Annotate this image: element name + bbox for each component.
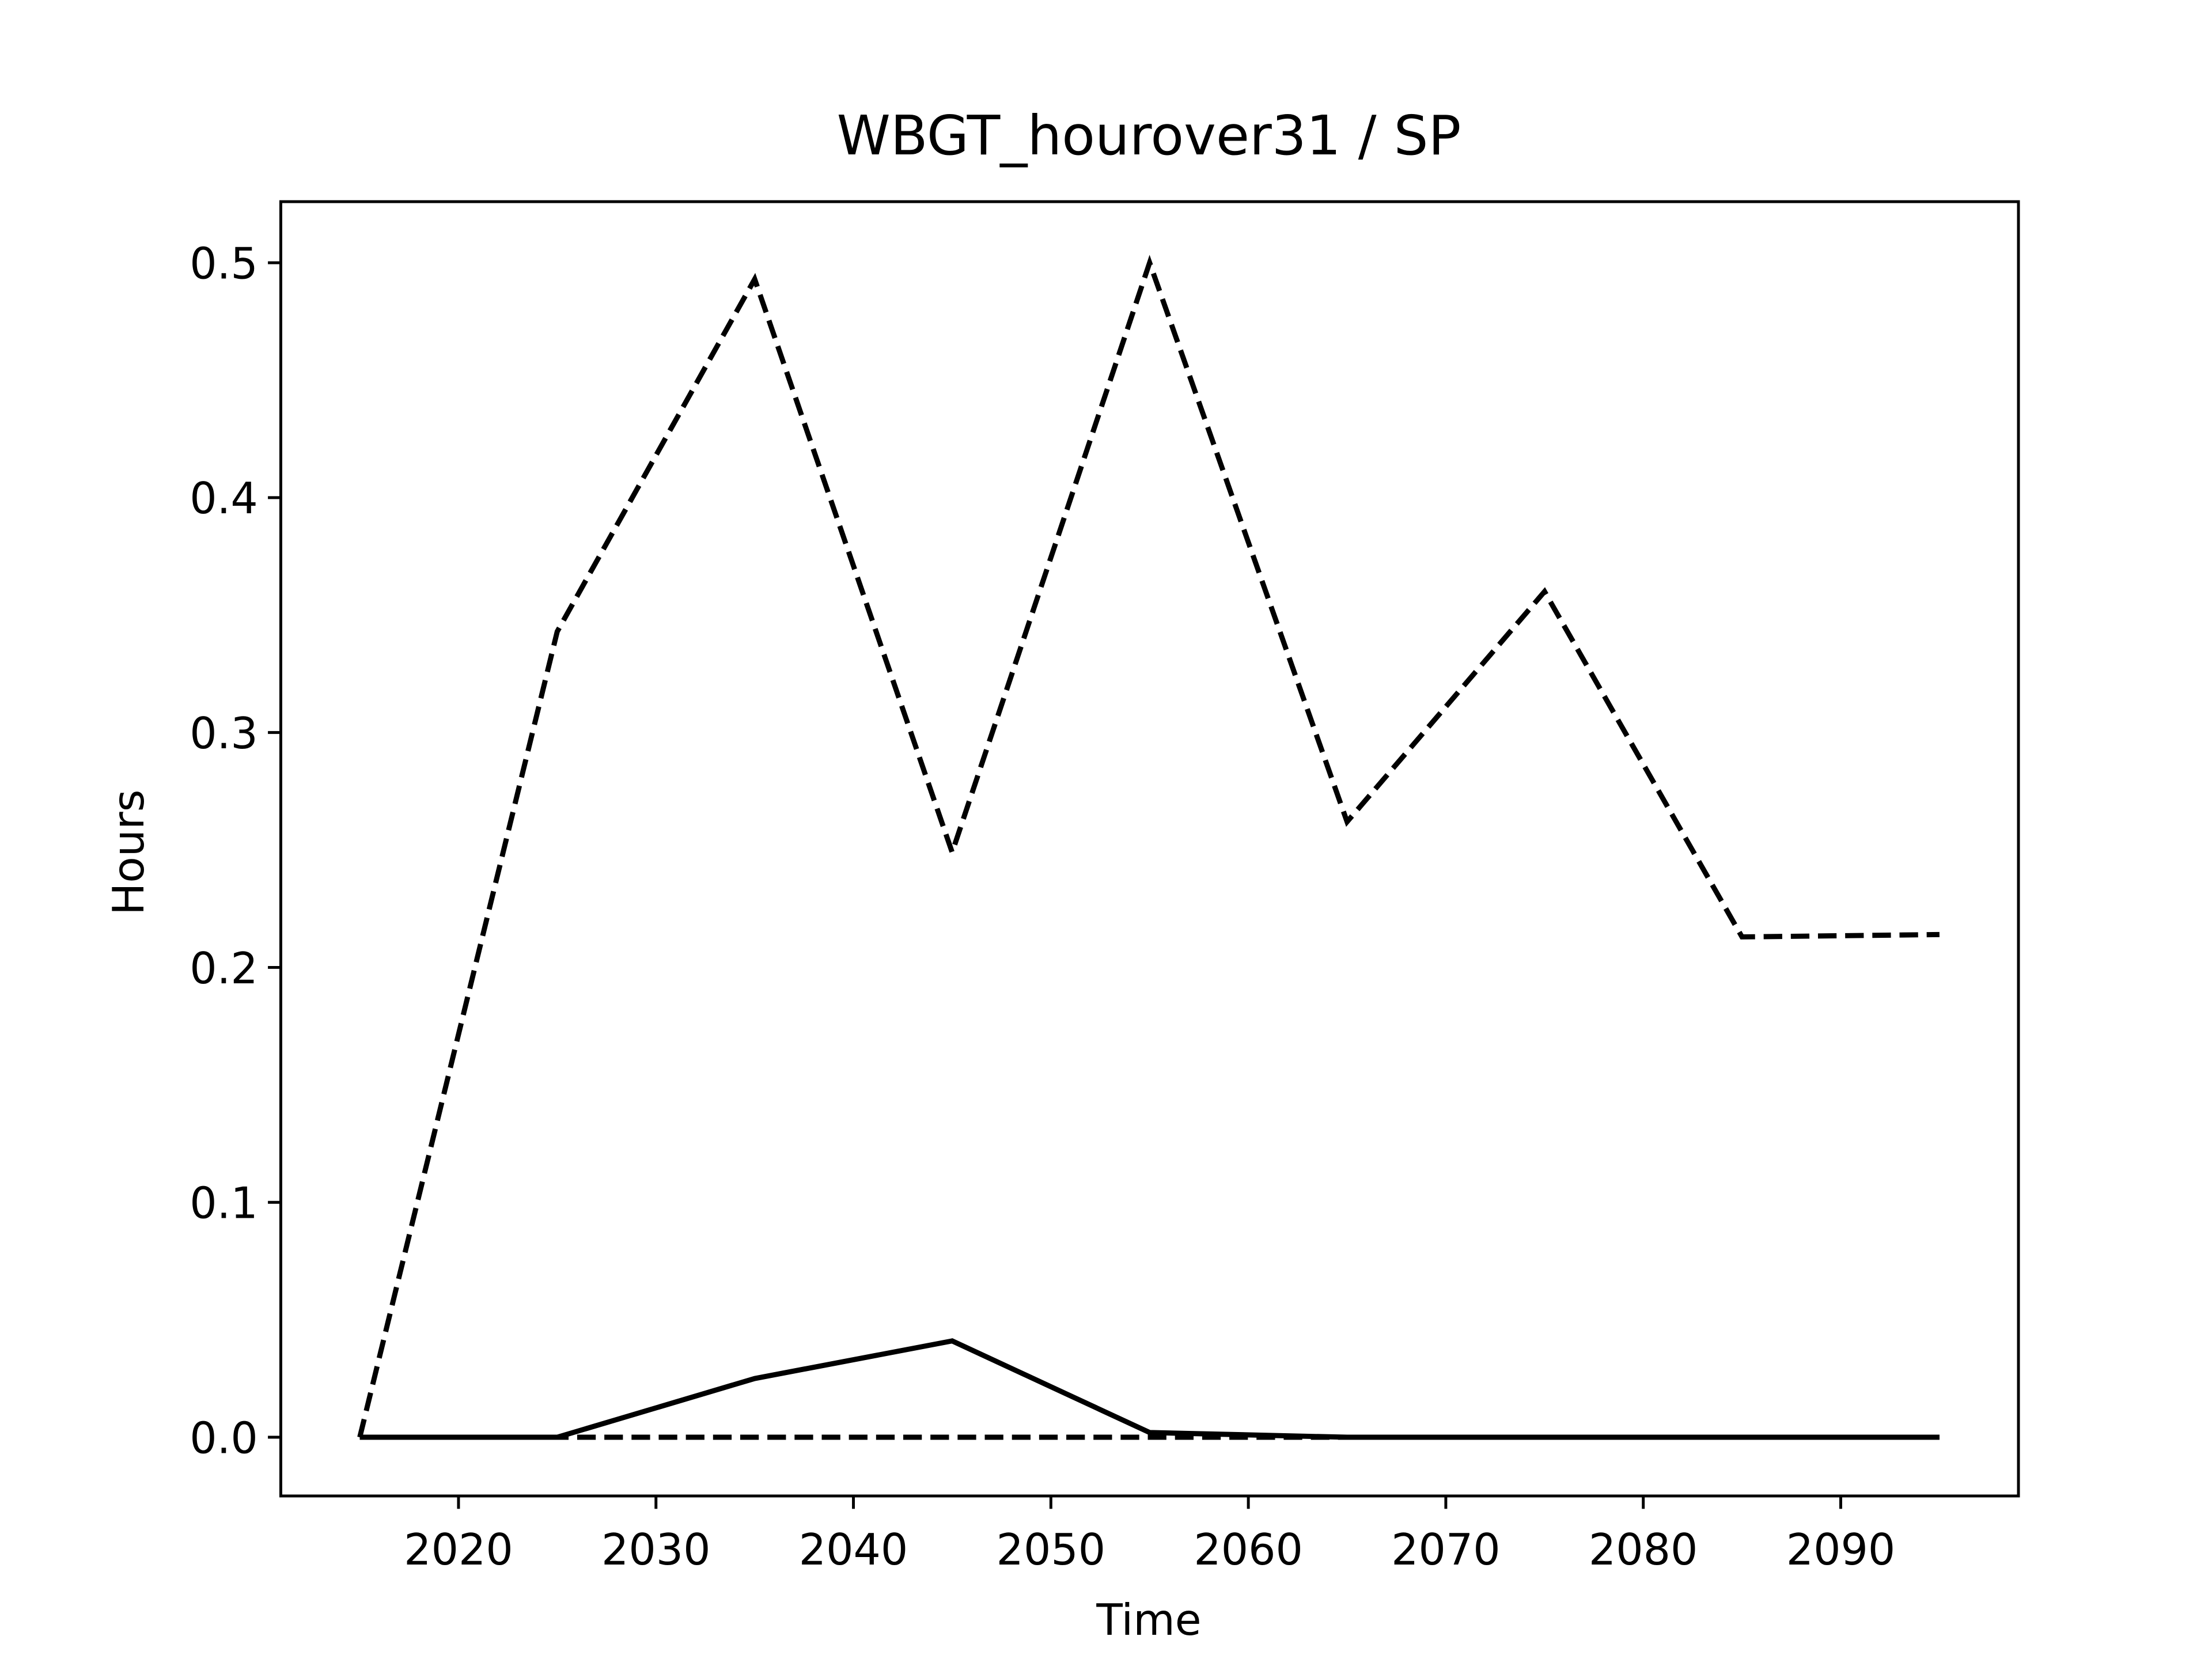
y-tick-label: 0.1 <box>190 1179 257 1229</box>
chart-title: WBGT_hourover31 / SP <box>837 104 1461 168</box>
plot-frame <box>279 200 2020 1498</box>
x-axis-label: Time <box>1096 1595 1201 1645</box>
x-tick-label: 2070 <box>1391 1525 1501 1575</box>
y-axis-label: Hours <box>104 790 154 915</box>
x-tick-label: 2020 <box>404 1525 513 1575</box>
y-tick-label: 0.4 <box>190 474 257 524</box>
y-tick-label: 0.0 <box>190 1413 257 1463</box>
x-tick-label: 2030 <box>601 1525 711 1575</box>
x-tick-label: 2090 <box>1786 1525 1896 1575</box>
x-tick-label: 2060 <box>1194 1525 1303 1575</box>
x-tick-label: 2040 <box>799 1525 908 1575</box>
x-tick-label: 2080 <box>1589 1525 1698 1575</box>
y-tick-label: 0.5 <box>190 238 257 289</box>
line-series <box>357 255 1940 1438</box>
y-tick-label: 0.2 <box>190 944 257 994</box>
x-tick-label: 2050 <box>997 1525 1106 1575</box>
y-tick-label: 0.3 <box>190 709 257 759</box>
